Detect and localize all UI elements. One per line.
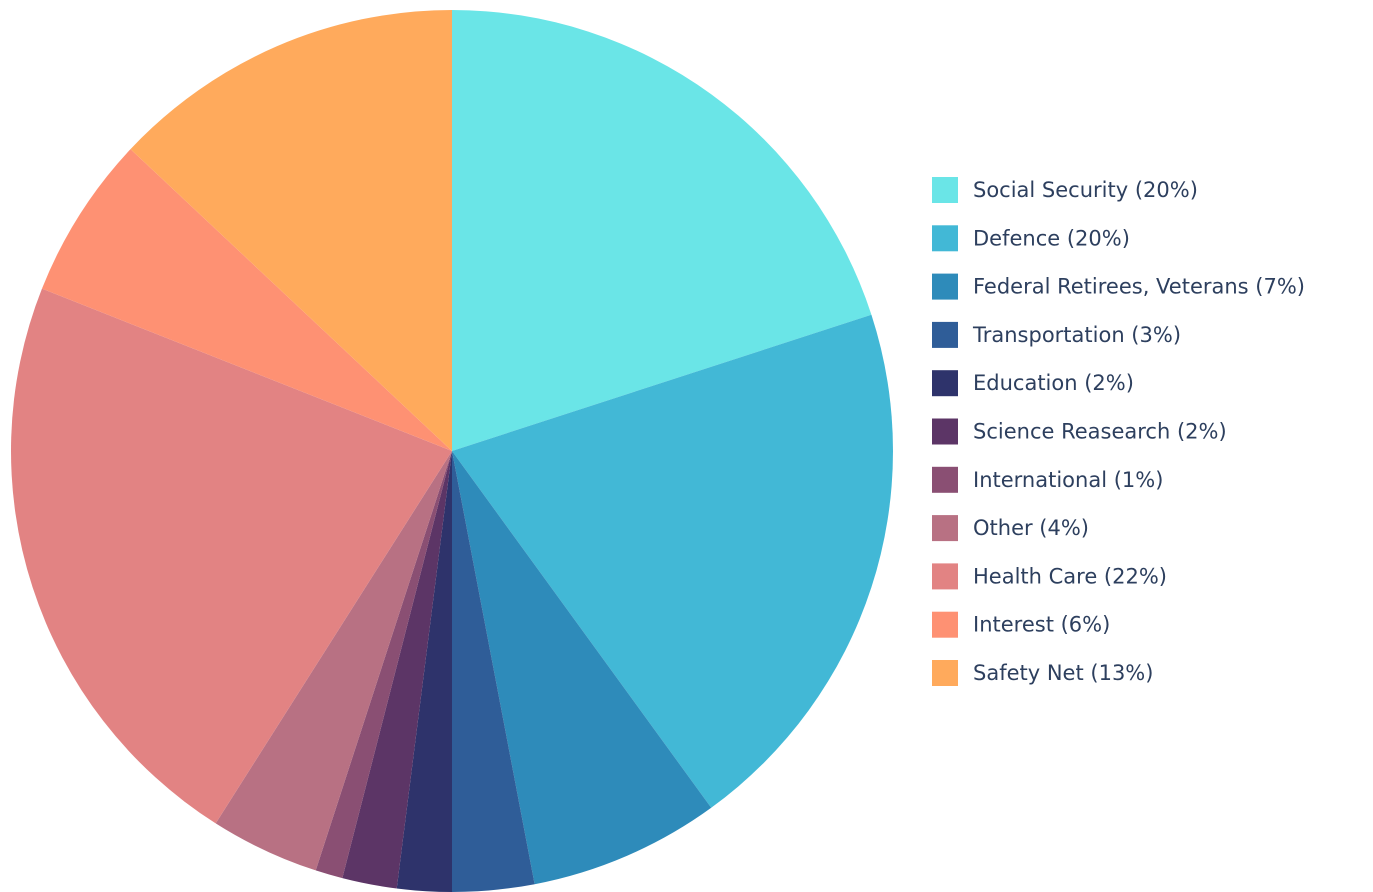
pie-slice <box>215 451 452 871</box>
legend-label: Health Care (22%) <box>973 564 1167 588</box>
legend-swatch <box>932 273 958 300</box>
legend-label: Transportation (3%) <box>972 323 1181 347</box>
legend-swatch <box>932 177 958 203</box>
legend-label: International (1%) <box>973 468 1163 492</box>
legend-swatch <box>932 321 958 348</box>
legend-swatch <box>932 418 958 445</box>
legend-swatch <box>932 563 958 590</box>
legend-label: Other (4%) <box>973 516 1089 540</box>
pie-slice <box>130 10 452 451</box>
legend-label: Education (2%) <box>973 371 1134 395</box>
pie-slice <box>342 451 452 889</box>
legend-label: Interest (6%) <box>973 613 1110 637</box>
legend-swatch <box>932 611 958 638</box>
legend-label: Safety Net (13%) <box>973 661 1153 685</box>
pie-slice <box>452 314 893 808</box>
legend-label: Science Reasearch (2%) <box>973 420 1227 444</box>
pie-slice <box>396 451 452 892</box>
legend-label: Federal Retirees, Veterans (7%) <box>973 275 1305 299</box>
legend-swatch <box>932 660 958 686</box>
pie-slice <box>452 451 535 892</box>
legend-label: Social Security (20%) <box>973 178 1198 202</box>
legend-swatch <box>932 225 958 252</box>
pie-slice <box>452 451 712 885</box>
pie-slice <box>315 451 452 879</box>
pie-slice <box>41 149 453 451</box>
legend-swatch <box>932 466 958 493</box>
legend-label: Defence (20%) <box>973 226 1130 250</box>
legend-swatch <box>932 515 958 542</box>
pie-slice <box>452 10 872 451</box>
pie-slice <box>11 288 452 824</box>
legend-swatch <box>932 370 958 397</box>
